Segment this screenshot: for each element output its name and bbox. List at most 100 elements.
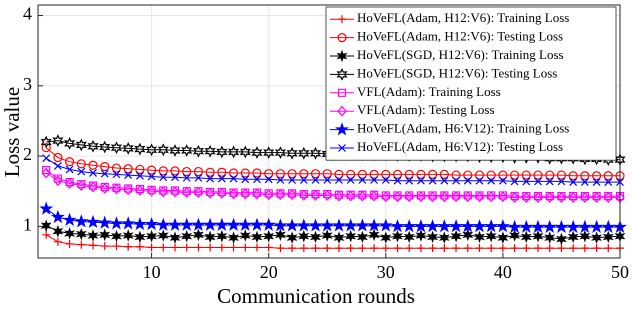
marker	[533, 192, 543, 203]
marker	[132, 216, 147, 231]
marker	[156, 217, 171, 231]
marker	[579, 229, 591, 243]
legend-label: HoVeFL(Adam, H12:V6): Testing Loss	[357, 29, 563, 44]
marker	[416, 244, 425, 253]
legend-entry: HoVeFL(SGD, H12:V6): Training Loss	[330, 47, 564, 63]
marker	[110, 141, 123, 155]
marker	[252, 243, 261, 252]
marker	[41, 167, 51, 179]
marker	[217, 187, 227, 199]
marker	[393, 176, 402, 185]
marker	[414, 219, 428, 233]
marker	[109, 216, 124, 230]
legend-entry: HoVeFL(Adam, H6:V12): Training Loss	[330, 121, 569, 136]
marker	[310, 190, 321, 201]
marker	[393, 244, 402, 253]
marker	[181, 144, 193, 157]
marker	[345, 190, 356, 202]
marker	[440, 244, 449, 253]
marker	[40, 135, 52, 149]
marker	[181, 187, 192, 199]
marker	[437, 219, 452, 233]
marker	[181, 229, 193, 243]
marker	[97, 215, 112, 229]
marker	[545, 177, 554, 186]
marker	[192, 228, 204, 242]
marker	[557, 177, 566, 186]
marker	[42, 154, 51, 163]
marker	[510, 177, 519, 186]
marker	[463, 176, 472, 185]
marker	[53, 152, 63, 163]
marker	[182, 243, 191, 252]
marker	[112, 170, 121, 179]
marker	[122, 229, 134, 242]
legend-box	[325, 6, 617, 161]
marker	[65, 157, 75, 167]
legend-label: HoVeFL(SGD, H12:V6): Testing Loss	[357, 65, 557, 80]
marker	[428, 176, 437, 185]
legend-label: HoVeFL(Adam, H12:V6): Training Loss	[357, 10, 569, 25]
marker	[367, 218, 381, 232]
marker	[75, 138, 87, 152]
marker	[204, 144, 216, 158]
marker	[288, 244, 297, 253]
marker	[460, 219, 475, 233]
series	[42, 230, 624, 253]
marker	[402, 219, 417, 233]
marker	[124, 242, 133, 251]
marker	[124, 171, 133, 179]
marker	[227, 145, 240, 159]
marker	[601, 219, 616, 233]
marker	[74, 214, 89, 228]
marker	[484, 219, 499, 233]
marker	[88, 181, 98, 193]
marker	[403, 230, 415, 244]
marker	[157, 143, 169, 157]
legend-label: HoVeFL(Adam, H6:V12): Testing Loss	[357, 139, 563, 154]
marker	[452, 176, 460, 185]
marker	[534, 177, 542, 186]
marker	[580, 178, 589, 187]
marker	[228, 231, 240, 244]
series	[39, 201, 627, 233]
marker	[452, 244, 461, 253]
marker	[519, 219, 534, 233]
marker	[76, 180, 87, 192]
x-tick-label: 40	[494, 262, 512, 282]
marker	[310, 230, 321, 244]
marker	[169, 144, 181, 157]
marker	[486, 191, 496, 203]
marker	[206, 174, 215, 183]
marker	[522, 177, 531, 186]
marker	[603, 192, 614, 203]
marker	[194, 173, 203, 182]
marker	[250, 217, 264, 231]
marker	[311, 176, 320, 184]
marker	[475, 176, 484, 185]
y-tick-label: 2	[23, 144, 32, 164]
marker	[53, 237, 62, 246]
legend-marker	[336, 68, 348, 81]
marker	[428, 244, 437, 253]
marker	[520, 230, 532, 244]
x-tick-label: 10	[143, 262, 161, 282]
marker	[263, 189, 274, 201]
marker	[194, 243, 203, 252]
marker	[157, 229, 169, 242]
marker	[170, 186, 180, 198]
marker	[343, 218, 358, 232]
marker	[577, 219, 592, 233]
series	[40, 219, 626, 246]
marker	[135, 185, 145, 196]
axes-frame	[37, 4, 621, 259]
marker	[261, 217, 276, 231]
marker	[100, 242, 109, 251]
marker	[392, 229, 403, 243]
marker	[509, 229, 521, 242]
marker	[580, 192, 590, 203]
marker	[253, 175, 261, 184]
marker	[273, 218, 288, 232]
marker	[320, 218, 335, 232]
marker	[358, 244, 367, 253]
